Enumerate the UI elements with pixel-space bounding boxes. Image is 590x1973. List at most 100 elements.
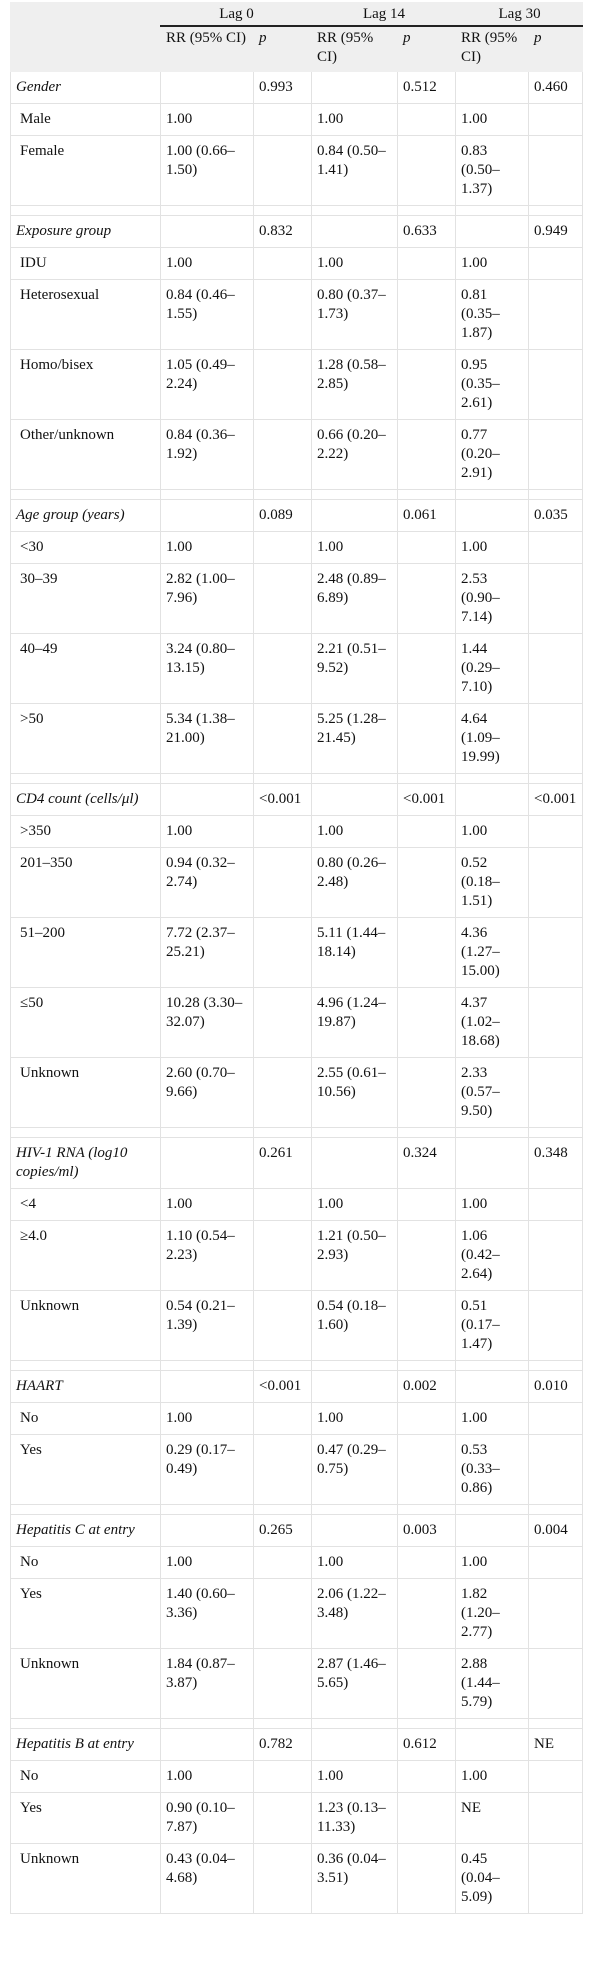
section-label: Hepatitis B at entry <box>10 1728 161 1761</box>
rr-value: 1.00 <box>160 1760 254 1793</box>
p-value: <0.001 <box>252 783 313 816</box>
data-row: Unknown 0.43 (0.04–4.68) 0.36 (0.04–3.51) 0… <box>10 1843 584 1914</box>
header-blank <box>10 26 161 72</box>
row-label: >50 <box>10 703 161 774</box>
empty-cell <box>252 1220 313 1291</box>
empty-cell <box>397 917 457 988</box>
spacer-cell <box>311 1504 399 1515</box>
spacer-cell <box>397 773 457 784</box>
subheader: p <box>252 26 313 72</box>
p-value: 0.089 <box>252 499 313 532</box>
p-value: 0.324 <box>397 1137 457 1189</box>
row-label: >350 <box>10 815 161 848</box>
empty-cell <box>160 215 254 248</box>
data-row: <4 1.00 1.00 1.00 <box>10 1188 584 1221</box>
empty-cell <box>252 987 313 1058</box>
header-blank <box>10 2 161 27</box>
data-row: Unknown 2.60 (0.70–9.66) 2.55 (0.61–10.56)… <box>10 1057 584 1128</box>
spacer-cell <box>252 1127 313 1138</box>
empty-cell <box>311 1370 399 1403</box>
empty-cell <box>397 135 457 206</box>
empty-cell <box>397 1402 457 1435</box>
spacer-row <box>10 1127 584 1138</box>
empty-cell <box>397 1188 457 1221</box>
table-body: Gender 0.993 0.512 0.460 Male 1.00 1.00 1.00 Fem… <box>10 71 584 1914</box>
data-row: Unknown 1.84 (0.87–3.87) 2.87 (1.46–5.65) 2… <box>10 1648 584 1719</box>
rr-value: 0.36 (0.04–3.51) <box>311 1843 399 1914</box>
rr-value: 1.00 (0.66–1.50) <box>160 135 254 206</box>
table-header: Lag 0 Lag 14 Lag 30 RR (95% CI) p RR (95… <box>10 2 584 72</box>
rr-value: 0.84 (0.36–1.92) <box>160 419 254 490</box>
row-label: IDU <box>10 247 161 280</box>
rr-value: 4.96 (1.24–19.87) <box>311 987 399 1058</box>
subheader: p <box>528 26 584 72</box>
empty-cell <box>397 1057 457 1128</box>
row-label: ≥4.0 <box>10 1220 161 1291</box>
data-row: Other/unknown 0.84 (0.36–1.92) 0.66 (0.20–… <box>10 419 584 490</box>
empty-cell <box>528 1057 584 1128</box>
rr-value: 4.36 (1.27–15.00) <box>455 917 530 988</box>
rr-value: 1.00 <box>311 103 399 136</box>
empty-cell <box>311 71 399 104</box>
p-value: 0.612 <box>397 1728 457 1761</box>
rr-value: 2.87 (1.46–5.65) <box>311 1648 399 1719</box>
empty-cell <box>311 1728 399 1761</box>
spacer-cell <box>528 205 584 216</box>
spacer-cell <box>528 1127 584 1138</box>
rr-value: 0.95 (0.35–2.61) <box>455 349 530 420</box>
spacer-cell <box>10 1127 161 1138</box>
rr-value: 0.84 (0.50–1.41) <box>311 135 399 206</box>
spacer-cell <box>311 1127 399 1138</box>
p-value: 0.035 <box>528 499 584 532</box>
spacer-cell <box>160 1718 254 1729</box>
rr-value: 0.80 (0.37–1.73) <box>311 279 399 350</box>
results-table: Lag 0 Lag 14 Lag 30 RR (95% CI) p RR (95… <box>10 2 584 1914</box>
rr-value: 1.00 <box>160 1402 254 1435</box>
rr-value: 2.06 (1.22–3.48) <box>311 1578 399 1649</box>
empty-cell <box>528 815 584 848</box>
empty-cell <box>528 1578 584 1649</box>
rr-value: 4.37 (1.02–18.68) <box>455 987 530 1058</box>
row-label: Unknown <box>10 1290 161 1361</box>
empty-cell <box>528 531 584 564</box>
rr-value: 2.82 (1.00–7.96) <box>160 563 254 634</box>
rr-value: 0.47 (0.29–0.75) <box>311 1434 399 1505</box>
empty-cell <box>252 1434 313 1505</box>
empty-cell <box>397 1843 457 1914</box>
empty-cell <box>528 419 584 490</box>
spacer-cell <box>528 773 584 784</box>
rr-value: 7.72 (2.37–25.21) <box>160 917 254 988</box>
spacer-cell <box>397 205 457 216</box>
data-row: 51–200 7.72 (2.37–25.21) 5.11 (1.44–18.14)… <box>10 917 584 988</box>
rr-value: 1.44 (0.29–7.10) <box>455 633 530 704</box>
row-label: No <box>10 1760 161 1793</box>
data-row: Yes 0.29 (0.17–0.49) 0.47 (0.29–0.75) 0.53 … <box>10 1434 584 1505</box>
empty-cell <box>160 1137 254 1189</box>
rr-value: 0.77 (0.20–2.91) <box>455 419 530 490</box>
data-row: IDU 1.00 1.00 1.00 <box>10 247 584 280</box>
spacer-cell <box>311 1718 399 1729</box>
rr-value: 1.00 <box>160 103 254 136</box>
p-value: <0.001 <box>528 783 584 816</box>
rr-value: 1.00 <box>455 1188 530 1221</box>
data-row: Female 1.00 (0.66–1.50) 0.84 (0.50–1.41) 0.… <box>10 135 584 206</box>
data-row: Heterosexual 0.84 (0.46–1.55) 0.80 (0.37–1… <box>10 279 584 350</box>
spacer-cell <box>10 773 161 784</box>
p-value: 0.782 <box>252 1728 313 1761</box>
spacer-cell <box>252 1718 313 1729</box>
rr-value: 1.10 (0.54–2.23) <box>160 1220 254 1291</box>
rr-value: 0.94 (0.32–2.74) <box>160 847 254 918</box>
row-label: No <box>10 1402 161 1435</box>
spacer-cell <box>397 1504 457 1515</box>
section-row: Hepatitis C at entry 0.265 0.003 0.004 <box>10 1514 584 1547</box>
empty-cell <box>397 1792 457 1844</box>
rr-value: 1.00 <box>311 1546 399 1579</box>
spacer-cell <box>160 205 254 216</box>
empty-cell <box>397 247 457 280</box>
empty-cell <box>528 1760 584 1793</box>
empty-cell <box>252 247 313 280</box>
row-label: ≤50 <box>10 987 161 1058</box>
empty-cell <box>311 499 399 532</box>
row-label: <4 <box>10 1188 161 1221</box>
spacer-cell <box>252 205 313 216</box>
